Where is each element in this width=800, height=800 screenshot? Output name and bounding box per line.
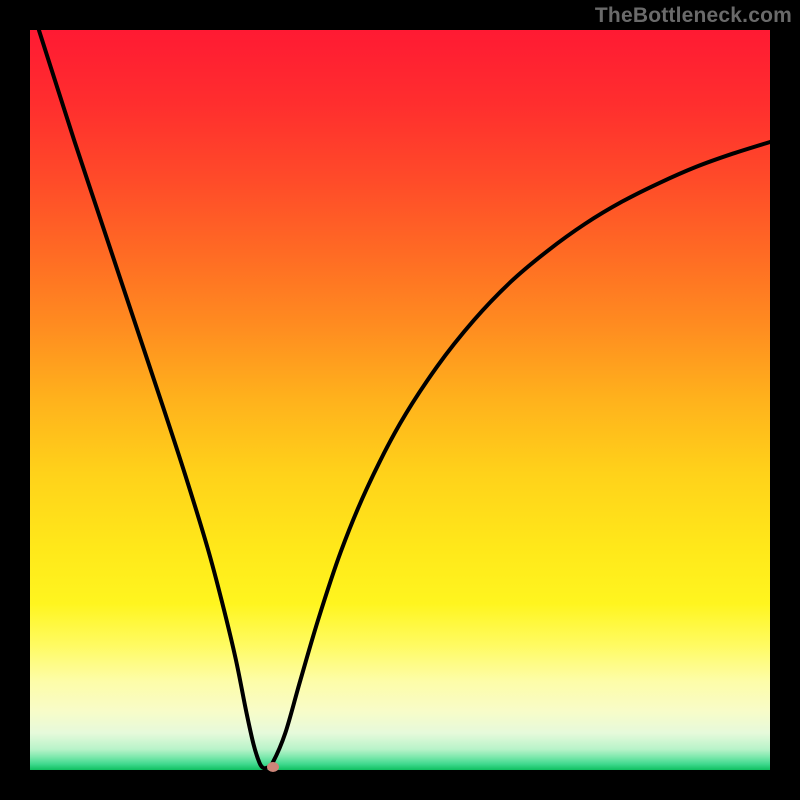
vertex-marker (267, 762, 279, 772)
chart-container: TheBottleneck.com (0, 0, 800, 800)
curve-svg (0, 0, 800, 800)
bottleneck-curve (39, 30, 771, 768)
